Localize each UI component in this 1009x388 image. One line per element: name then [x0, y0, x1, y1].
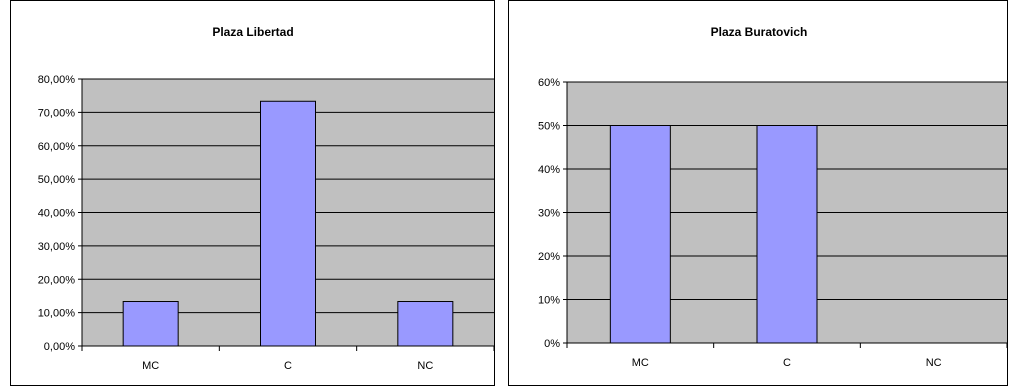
y-tick-label: 80,00% [38, 74, 76, 86]
x-tick-label: NC [417, 360, 433, 372]
y-tick-label: 30% [538, 208, 560, 220]
x-tick-label: MC [142, 360, 159, 372]
chart-svg-plaza-libertad: Plaza Libertad 0,00% 10,00% 20,00% 30,00% 40… [38, 25, 495, 372]
y-tick-label: 60% [538, 77, 560, 89]
bar-mc [122, 301, 179, 347]
bar-mc [609, 125, 671, 344]
y-tick-label: 50,00% [38, 174, 76, 186]
chart-panel-plaza-libertad: Plaza Libertad 0,00% 10,00% 20,00% 30,00% 40… [10, 0, 495, 386]
chart-title: Plaza Libertad [212, 25, 293, 39]
x-tick-label: NC [926, 357, 942, 369]
bar-c [260, 100, 316, 347]
y-tick-label: 20,00% [38, 274, 76, 286]
y-tick-label: 70,00% [38, 107, 76, 119]
y-tick-label: 20% [538, 251, 560, 263]
y-tick-label: 10% [538, 295, 560, 307]
x-tick-label: C [783, 357, 791, 369]
x-tick-label: C [284, 360, 292, 372]
y-tick-label: 40,00% [38, 208, 76, 220]
y-tick-label: 0% [544, 338, 560, 350]
y-tick-label: 50% [538, 121, 560, 133]
chart-panel-plaza-buratovich: Plaza Buratovich 0% 10% 20% 30% 40% 50% 60% MC C… [508, 0, 1008, 386]
y-tick-label: 10,00% [38, 308, 76, 320]
chart-title: Plaza Buratovich [711, 25, 808, 39]
y-tick-label: 40% [538, 164, 560, 176]
bar-nc [397, 301, 454, 347]
y-tick-label: 0,00% [44, 341, 75, 353]
x-tick-label: MC [632, 357, 649, 369]
bar-c [756, 125, 818, 344]
y-tick-label: 30,00% [38, 241, 76, 253]
y-tick-label: 60,00% [38, 141, 76, 153]
chart-svg-plaza-buratovich: Plaza Buratovich 0% 10% 20% 30% 40% 50% 60% MC C… [538, 25, 1008, 369]
